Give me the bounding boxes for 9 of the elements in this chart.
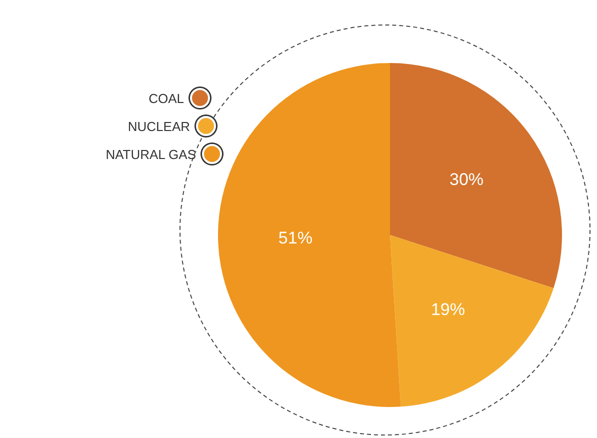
legend-label: NATURAL GAS [106, 146, 196, 162]
data-label: 19% [430, 300, 465, 320]
legend-label: NUCLEAR [128, 118, 190, 134]
legend-label: COAL [148, 90, 184, 106]
pie-slice [390, 235, 554, 407]
data-label: 51% [278, 228, 312, 248]
data-label: 30% [450, 170, 484, 189]
pie-slice [218, 63, 401, 407]
pie-slice [390, 63, 562, 288]
